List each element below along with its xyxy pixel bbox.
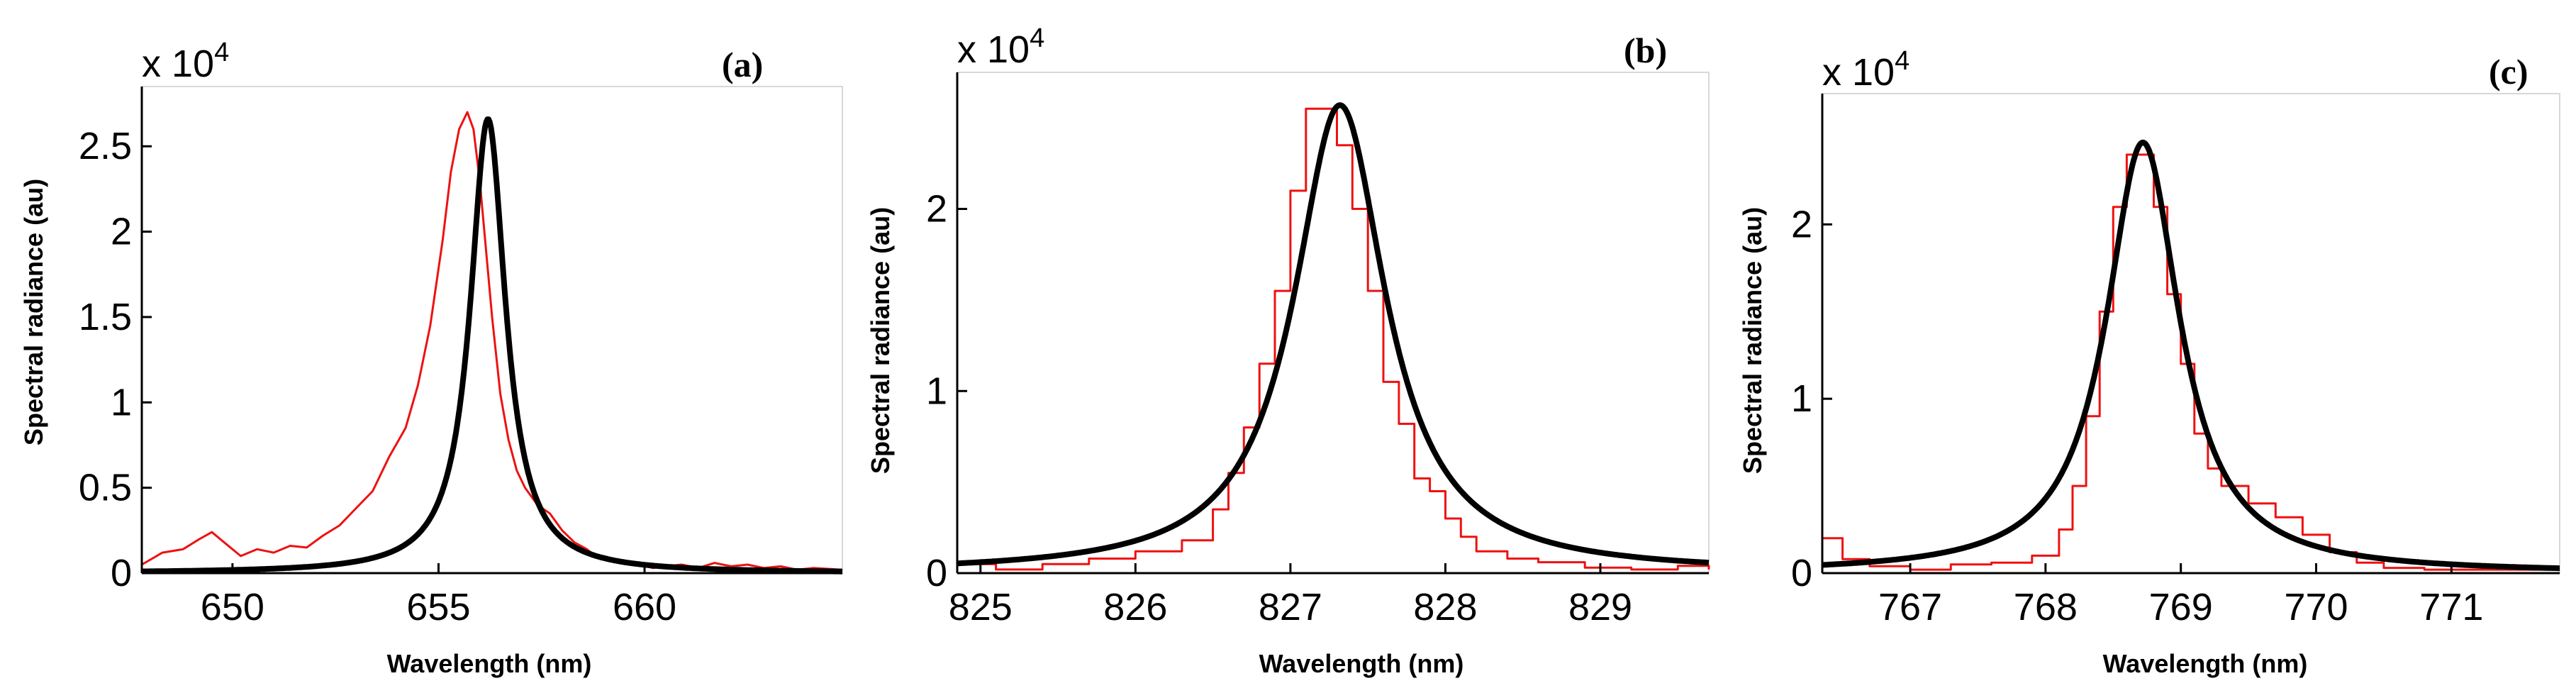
panel-c: 767 768 769 770 771 0 1 2 x 104 (c) Wavelength … <box>1738 46 2562 678</box>
panel-a-ylabel: Spectral radiance (au) <box>19 179 48 445</box>
panel-a-ytick-label: 0 <box>111 552 132 594</box>
panel-c-ytick-label: 1 <box>1791 377 1812 420</box>
panel-a-xlabel: Wavelength (nm) <box>387 649 592 678</box>
panel-c-plot: 767 768 769 770 771 0 1 2 <box>1791 93 2562 628</box>
panel-c-xtick-label: 767 <box>1878 586 1942 628</box>
panel-a-xtick-label: 655 <box>406 586 470 628</box>
panel-c-ylabel: Spectral radiance (au) <box>1738 207 1767 474</box>
panel-b: 825 826 827 828 829 0 1 2 x 104 (b) Wavelength … <box>866 23 1711 678</box>
panel-b-label: (b) <box>1624 31 1667 70</box>
panel-a-measured-line <box>141 111 843 571</box>
panel-a-series <box>140 111 844 575</box>
panel-b-ytick-label: 1 <box>926 370 947 412</box>
panel-b-xtick-label: 828 <box>1413 586 1477 628</box>
panel-a-ticks: 650 655 660 0 0.5 1 1.5 2 2.5 <box>79 87 842 628</box>
panel-c-ytick-label: 2 <box>1791 203 1812 245</box>
panel-b-measured-line <box>957 107 1710 571</box>
panel-c-ytick-label: 0 <box>1791 552 1812 594</box>
panel-b-xtick-label: 827 <box>1259 586 1322 628</box>
panel-c-label: (c) <box>2489 52 2528 92</box>
panel-a-label: (a) <box>722 45 763 84</box>
panel-a-fit-line <box>140 116 844 575</box>
panel-b-xtick-label: 826 <box>1103 586 1167 628</box>
panel-c-ticks: 767 768 769 770 771 0 1 2 <box>1791 94 2560 628</box>
panel-b-series <box>955 102 1711 571</box>
panel-a-ytick-label: 1 <box>111 381 132 423</box>
panel-b-ytick-label: 0 <box>926 552 947 594</box>
panel-c-measured-line <box>1822 153 2560 571</box>
panel-a-plot: 650 655 660 0 0.5 1 1.5 2 2.5 <box>79 86 844 628</box>
panel-c-xtick-label: 769 <box>2149 586 2213 628</box>
panel-a-ytick-label: 2.5 <box>79 125 132 167</box>
panel-c-fit-line <box>1820 139 2562 572</box>
panel-c-exponent: x 104 <box>1822 46 1909 94</box>
panel-a-ytick-label: 0.5 <box>79 467 132 509</box>
panel-b-xtick-label: 825 <box>949 586 1013 628</box>
panel-b-ylabel: Spectral radiance (au) <box>866 207 895 474</box>
panel-c-series <box>1820 139 2562 572</box>
panel-a-xtick-label: 660 <box>613 586 676 628</box>
panel-c-axes-box <box>1822 93 2560 574</box>
panel-c-xtick-label: 771 <box>2419 586 2483 628</box>
panel-a-ytick-label: 2 <box>111 211 132 253</box>
panel-b-axes-box <box>957 72 1710 574</box>
panel-b-ytick-label: 2 <box>926 188 947 231</box>
panel-b-ticks: 825 826 827 828 829 0 1 2 <box>926 72 1709 628</box>
panel-c-xlabel: Wavelength (nm) <box>2103 649 2308 678</box>
panel-a-ytick-label: 1.5 <box>79 296 132 338</box>
panel-b-xtick-label: 829 <box>1568 586 1632 628</box>
panel-c-xtick-label: 770 <box>2284 586 2348 628</box>
panel-a-xtick-label: 650 <box>201 586 264 628</box>
panel-c-xtick-label: 768 <box>2014 586 2078 628</box>
panel-b-exponent: x 104 <box>957 23 1044 71</box>
panel-b-fit-line <box>955 102 1711 567</box>
panel-b-xlabel: Wavelength (nm) <box>1259 649 1464 678</box>
panel-a: 650 655 660 0 0.5 1 1.5 2 2.5 x 104 (a) Waveleng… <box>19 38 844 678</box>
panel-a-exponent: x 104 <box>142 38 229 85</box>
panel-b-plot: 825 826 827 828 829 0 1 2 <box>926 72 1711 628</box>
